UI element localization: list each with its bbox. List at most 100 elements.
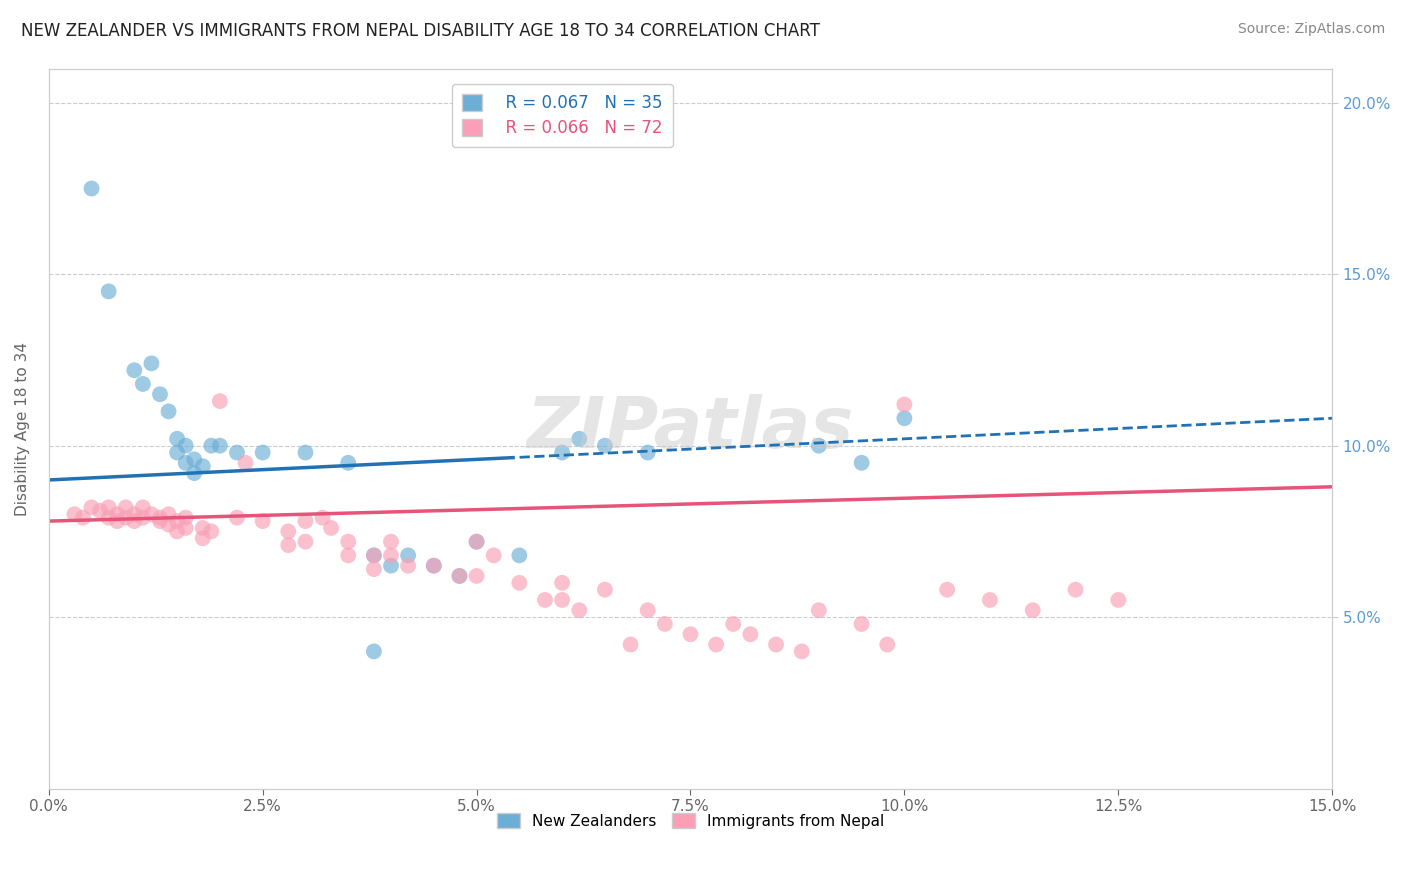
- Point: [132, 500, 155, 515]
- Point: [979, 593, 1001, 607]
- Point: [423, 558, 446, 573]
- Point: [226, 510, 249, 524]
- Point: [105, 514, 128, 528]
- Point: [252, 514, 274, 528]
- Point: [294, 514, 316, 528]
- Text: Source: ZipAtlas.com: Source: ZipAtlas.com: [1237, 22, 1385, 37]
- Point: [174, 510, 197, 524]
- Point: [568, 603, 591, 617]
- Point: [114, 510, 136, 524]
- Point: [149, 510, 172, 524]
- Point: [637, 603, 659, 617]
- Point: [89, 504, 111, 518]
- Point: [508, 575, 530, 590]
- Point: [593, 439, 616, 453]
- Point: [876, 638, 898, 652]
- Point: [157, 507, 180, 521]
- Point: [149, 514, 172, 528]
- Point: [97, 500, 120, 515]
- Point: [551, 593, 574, 607]
- Point: [337, 549, 360, 563]
- Point: [893, 398, 915, 412]
- Point: [277, 524, 299, 539]
- Point: [593, 582, 616, 597]
- Point: [551, 445, 574, 459]
- Point: [893, 411, 915, 425]
- Point: [380, 534, 402, 549]
- Point: [619, 638, 641, 652]
- Point: [851, 456, 873, 470]
- Point: [191, 521, 214, 535]
- Text: NEW ZEALANDER VS IMMIGRANTS FROM NEPAL DISABILITY AGE 18 TO 34 CORRELATION CHART: NEW ZEALANDER VS IMMIGRANTS FROM NEPAL D…: [21, 22, 820, 40]
- Point: [465, 569, 488, 583]
- Point: [63, 507, 86, 521]
- Point: [97, 285, 120, 299]
- Point: [765, 638, 787, 652]
- Point: [80, 181, 103, 195]
- Point: [449, 569, 471, 583]
- Point: [396, 558, 419, 573]
- Point: [174, 521, 197, 535]
- Point: [319, 521, 342, 535]
- Point: [208, 439, 231, 453]
- Point: [124, 514, 146, 528]
- Point: [704, 638, 727, 652]
- Point: [534, 593, 557, 607]
- Point: [141, 356, 163, 370]
- Point: [807, 603, 830, 617]
- Point: [141, 507, 163, 521]
- Point: [380, 558, 402, 573]
- Point: [337, 534, 360, 549]
- Point: [1022, 603, 1045, 617]
- Point: [363, 549, 385, 563]
- Point: [183, 452, 205, 467]
- Point: [72, 510, 94, 524]
- Point: [423, 558, 446, 573]
- Point: [568, 432, 591, 446]
- Point: [380, 549, 402, 563]
- Point: [790, 644, 813, 658]
- Point: [936, 582, 959, 597]
- Point: [208, 394, 231, 409]
- Point: [294, 534, 316, 549]
- Point: [166, 445, 188, 459]
- Point: [124, 363, 146, 377]
- Point: [508, 549, 530, 563]
- Point: [337, 456, 360, 470]
- Point: [124, 507, 146, 521]
- Point: [807, 439, 830, 453]
- Point: [157, 404, 180, 418]
- Point: [363, 562, 385, 576]
- Point: [191, 531, 214, 545]
- Point: [465, 534, 488, 549]
- Point: [174, 456, 197, 470]
- Point: [1064, 582, 1087, 597]
- Point: [80, 500, 103, 515]
- Point: [311, 510, 333, 524]
- Point: [166, 514, 188, 528]
- Legend: New Zealanders, Immigrants from Nepal: New Zealanders, Immigrants from Nepal: [491, 806, 890, 835]
- Point: [654, 616, 676, 631]
- Point: [97, 510, 120, 524]
- Y-axis label: Disability Age 18 to 34: Disability Age 18 to 34: [15, 342, 30, 516]
- Point: [149, 387, 172, 401]
- Point: [200, 439, 222, 453]
- Point: [132, 510, 155, 524]
- Point: [740, 627, 762, 641]
- Point: [174, 439, 197, 453]
- Point: [363, 644, 385, 658]
- Point: [114, 500, 136, 515]
- Point: [157, 517, 180, 532]
- Point: [637, 445, 659, 459]
- Point: [183, 466, 205, 480]
- Point: [851, 616, 873, 631]
- Point: [191, 459, 214, 474]
- Point: [465, 534, 488, 549]
- Point: [166, 432, 188, 446]
- Point: [1107, 593, 1129, 607]
- Point: [132, 376, 155, 391]
- Point: [449, 569, 471, 583]
- Point: [396, 549, 419, 563]
- Point: [679, 627, 702, 641]
- Point: [166, 524, 188, 539]
